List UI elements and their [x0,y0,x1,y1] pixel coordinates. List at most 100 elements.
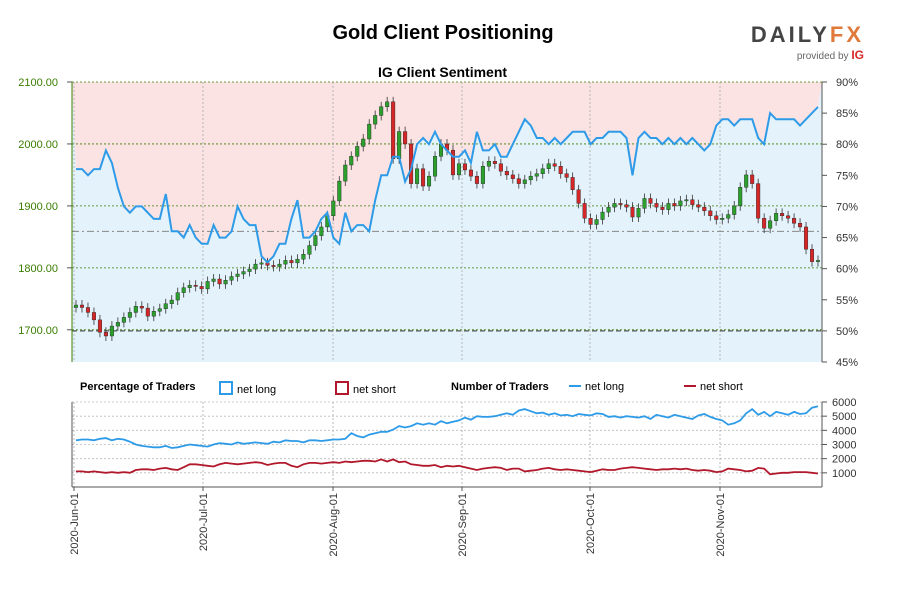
candle-body [307,245,312,255]
candle-body [714,215,719,220]
candle-body [672,203,677,207]
candle-body [606,206,611,213]
candle-body [235,273,240,277]
candle-body [474,175,479,184]
count-tick: 5000 [832,411,856,423]
candle-body [433,156,438,177]
candle-body [816,260,821,262]
x-tick-label: 2020-Sep-01 [457,493,469,557]
candle-body [331,200,336,217]
provided-by-text: provided by [796,51,849,62]
candle-body [199,286,204,290]
candle-body [696,204,701,208]
candle-body [660,206,665,210]
candle-body [456,163,461,176]
candle-body [259,262,264,265]
candle-body [666,203,671,210]
x-tick-label: 2020-Oct-01 [585,493,597,554]
candle-body [528,175,533,181]
y-right-tick: 85% [836,108,858,120]
candle-body [301,254,306,260]
y-right-tick: 55% [836,295,858,307]
candle-body [738,187,743,207]
candle-body [73,304,78,308]
candle-body [421,168,426,187]
legend-num-short: net short [684,381,743,393]
x-tick-label: 2020-Nov-01 [715,493,727,557]
candle-body [654,203,659,208]
candle-body [241,271,246,275]
candle-body [91,312,96,321]
candle-body [768,220,773,229]
candle-body [702,206,707,212]
candle-body [810,249,815,262]
candle-body [690,199,695,205]
count-tick: 3000 [832,440,856,452]
y-right-tick: 45% [836,357,858,369]
y-left-tick: 2000.00 [18,139,58,151]
candle-body [97,319,102,333]
candle-body [205,281,210,290]
candle-body [558,166,563,174]
legend-num-long: net long [569,381,624,393]
candle-body [450,149,455,176]
net-long-pct-line [76,106,819,264]
candle-body [355,146,360,157]
candle-body [427,175,432,187]
count-tick: 2000 [832,454,856,466]
candle-body [151,311,156,317]
x-tick-label: 2020-Aug-01 [328,493,340,557]
short-zone-bg [72,82,822,263]
candle-body [193,284,198,287]
candle-body [726,214,731,219]
candle-body [732,205,737,215]
candle-body [127,312,132,318]
candle-body [540,168,545,174]
candle-body [744,174,749,188]
candle-body [720,218,725,220]
y-right-tick: 80% [836,139,858,151]
candle-body [762,218,767,229]
y-left-tick: 2100.00 [18,77,58,89]
chart-subtitle: IG Client Sentiment [377,64,508,80]
candle-body [247,268,252,272]
candle-body [534,173,539,177]
candle-body [169,299,174,304]
candle-body [678,200,683,207]
candle-body [570,177,575,190]
y-right-tick: 70% [836,201,858,213]
candle-body [163,303,168,309]
candle-body [774,213,779,221]
count-tick: 1000 [832,468,856,480]
y-left-tick: 1700.00 [18,325,58,337]
candle-body [277,263,282,267]
candle-body [313,235,318,246]
y-right-tick: 90% [836,77,858,89]
candle-body [594,219,599,225]
candle-body [648,198,653,204]
candle-body [295,258,300,264]
candle-body [786,215,791,219]
candle-body [271,265,276,267]
candle-body [361,138,366,147]
candle-body [217,278,222,285]
candle-body [546,163,551,169]
candle-body [576,189,581,204]
ig-logo: IG [851,48,864,62]
candle-body [283,260,288,265]
candle-body [181,287,186,293]
candle-body [792,218,797,224]
candle-body [588,218,593,225]
candle-body [121,317,126,323]
dailyfx-logo: DAILYFX provided by IG [751,24,864,63]
candle-body [618,203,623,205]
candle-body [385,101,390,107]
candle-body [516,178,521,184]
candle-body [780,213,785,217]
candle-body [157,308,162,312]
candle-body [642,198,647,209]
candle-body [798,223,803,228]
chart-title: Gold Client Positioning [332,22,554,44]
candle-body [480,166,485,184]
